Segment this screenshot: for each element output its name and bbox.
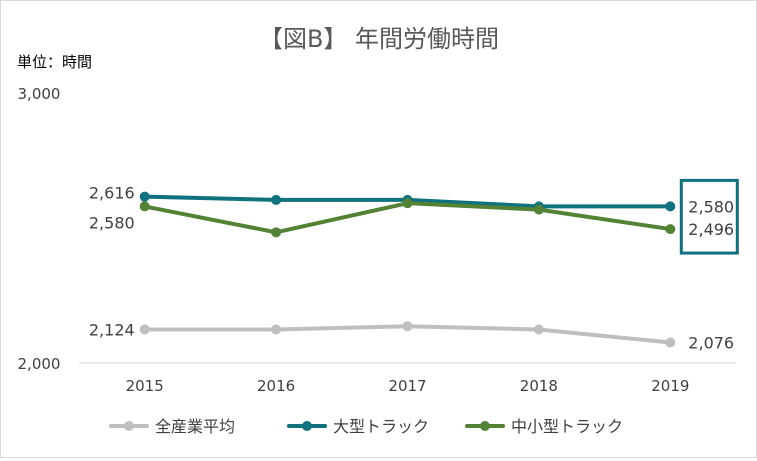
data-point xyxy=(139,191,150,202)
data-point xyxy=(665,224,676,235)
data-label: 2,496 xyxy=(688,220,734,239)
x-tick-label: 2018 xyxy=(520,377,558,395)
data-label-layer: 2,124 2,076 2,616 2,580 2,580 2,496 xyxy=(89,178,739,352)
data-point xyxy=(271,324,282,335)
legend-label: 全産業平均 xyxy=(155,417,235,436)
series-layer xyxy=(139,191,676,348)
data-point xyxy=(665,337,676,348)
data-point xyxy=(139,324,150,335)
x-tick-label: 2017 xyxy=(388,377,426,395)
x-tick-label: 2016 xyxy=(257,377,295,395)
data-label: 2,616 xyxy=(89,184,135,203)
data-point xyxy=(533,324,544,335)
y-tick-label: 3,000 xyxy=(18,85,61,103)
data-point xyxy=(402,198,413,209)
legend-label: 大型トラック xyxy=(333,417,429,436)
y-tick-label: 2,000 xyxy=(18,355,61,373)
x-tick-label: 2015 xyxy=(126,377,164,395)
x-tick-label: 2019 xyxy=(651,377,689,395)
legend-marker xyxy=(480,421,490,431)
legend-marker xyxy=(124,421,134,431)
legend: 全産業平均 大型トラック 中小型トラック xyxy=(109,417,623,436)
data-point xyxy=(665,201,676,212)
data-label: 2,580 xyxy=(688,197,734,216)
data-point xyxy=(139,201,150,212)
data-point xyxy=(533,204,544,215)
data-point xyxy=(271,194,282,205)
chart-title: 【図B】 年間労働時間 xyxy=(259,25,499,53)
axis-layer: 2,000 3,000 2015 2016 2017 2018 2019 xyxy=(18,85,736,395)
highlight-box xyxy=(679,178,739,255)
data-label: 2,076 xyxy=(688,333,734,352)
legend-marker xyxy=(302,421,312,431)
data-point xyxy=(271,227,282,238)
y-axis-unit-label: 単位：時間 xyxy=(17,53,92,71)
legend-label: 中小型トラック xyxy=(511,417,623,436)
data-label: 2,580 xyxy=(89,213,135,232)
data-label: 2,124 xyxy=(89,321,135,340)
data-point xyxy=(402,321,413,332)
